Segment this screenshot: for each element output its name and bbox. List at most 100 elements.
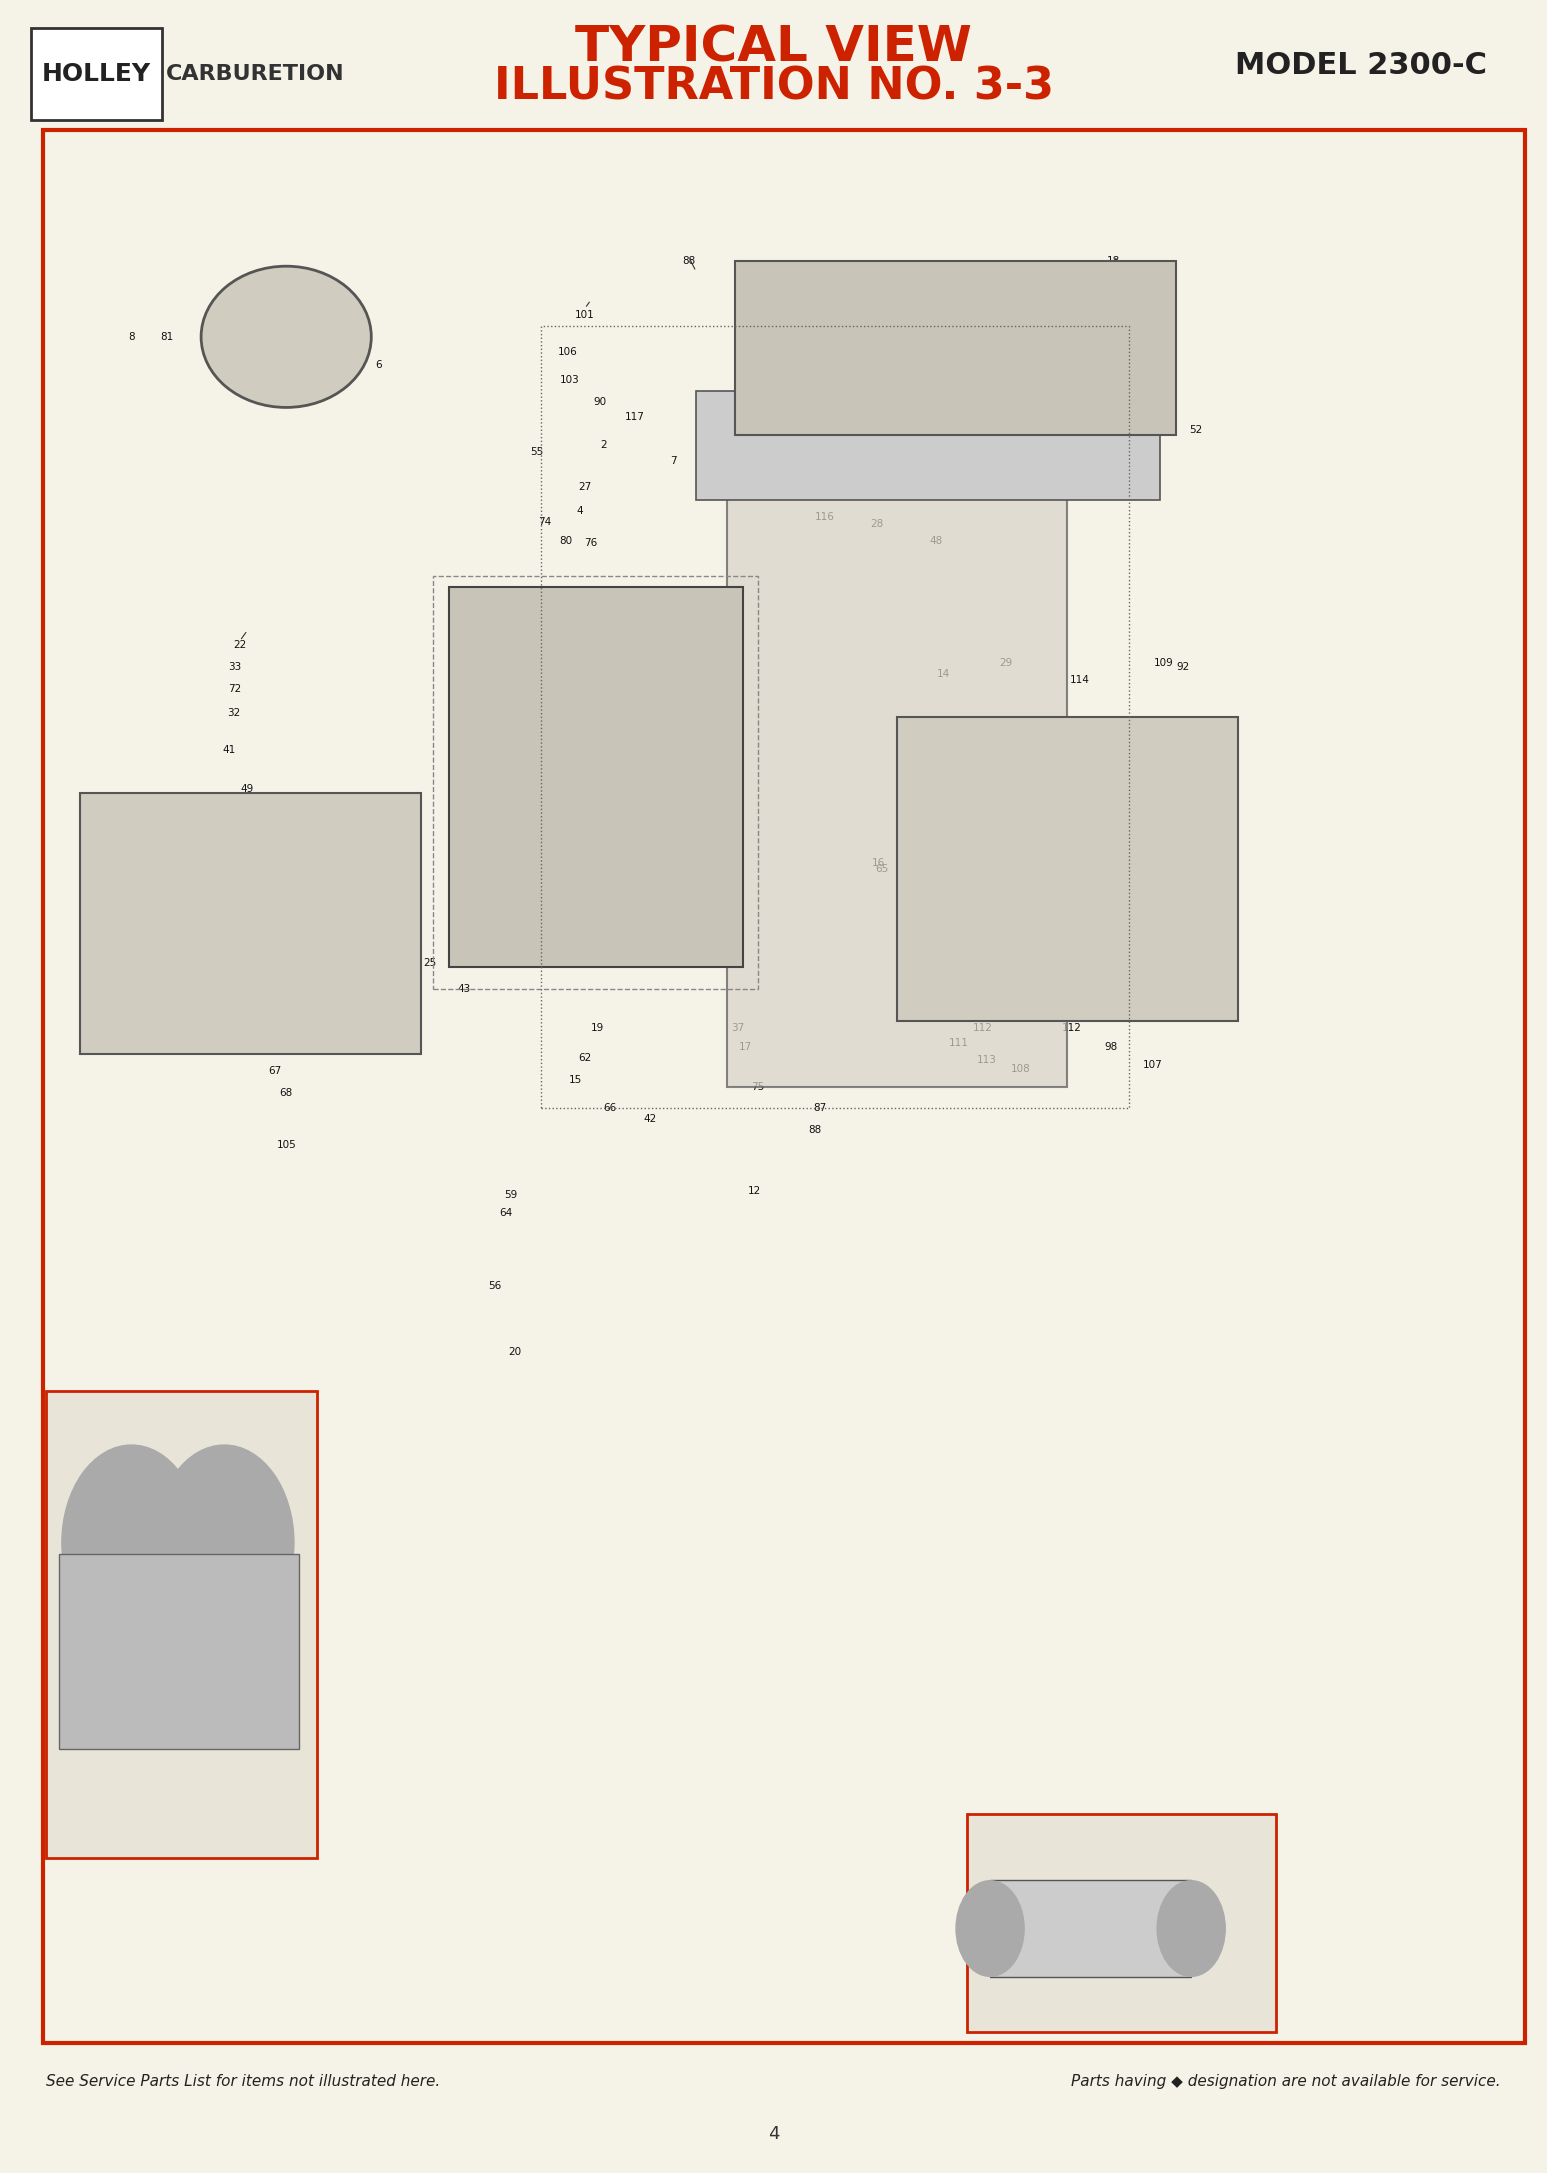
Text: 85: 85 [1131,717,1143,726]
Text: 59: 59 [504,1191,517,1199]
Text: 89: 89 [825,485,837,493]
Text: 2: 2 [600,441,606,450]
Text: 26: 26 [231,1023,243,1032]
Bar [541,326,1129,1108]
Text: 108: 108 [1012,1065,1030,1073]
Text: 105: 105 [277,1141,295,1150]
Text: 70: 70 [303,361,316,369]
Bar [696,391,1160,500]
Text: 44: 44 [1120,296,1132,304]
Text: 19: 19 [591,1023,603,1032]
Text: 111: 111 [950,1039,968,1047]
Text: 93: 93 [1123,409,1135,417]
Text: 110: 110 [1125,869,1143,878]
Text: 72: 72 [229,684,241,693]
Text: 39: 39 [1123,843,1135,852]
Text: 4: 4 [577,506,583,515]
Text: 101: 101 [575,311,594,319]
Text: 88: 88 [809,1126,821,1134]
Text: 86: 86 [365,937,377,945]
Text: 67: 67 [269,1067,282,1076]
Text: 79: 79 [223,332,235,341]
Text: 20: 20 [509,1347,521,1356]
Text: 78: 78 [326,361,339,369]
Text: 32: 32 [227,708,240,717]
Text: 37: 37 [732,1023,744,1032]
Text: 47: 47 [1128,332,1140,341]
Text: 80: 80 [560,537,572,545]
Text: 38: 38 [1134,311,1146,319]
Text: 45: 45 [716,756,729,765]
Text: 92: 92 [1177,663,1190,671]
Text: 49: 49 [241,784,254,793]
Text: 104: 104 [695,604,713,613]
Text: 30: 30 [285,339,297,348]
Text: MODEL 2300-C: MODEL 2300-C [1236,50,1487,80]
Text: 40: 40 [463,761,475,769]
Text: 83: 83 [337,824,350,832]
Text: TYPICAL VIEW: TYPICAL VIEW [575,24,972,72]
Bar [449,587,743,967]
Text: 12: 12 [749,1186,761,1195]
Text: HOLLEY: HOLLEY [42,61,150,87]
Text: 38: 38 [995,887,1007,895]
Text: 95: 95 [1108,989,1120,997]
Text: 58: 58 [679,648,692,656]
Text: 117: 117 [625,413,644,422]
Bar [43,130,1525,2043]
Text: 100: 100 [934,1006,953,1015]
Text: 50: 50 [589,641,602,650]
Circle shape [956,1880,1024,1977]
Text: 51: 51 [1084,267,1097,276]
Ellipse shape [201,267,371,409]
Text: 118: 118 [1038,865,1057,874]
Text: 75: 75 [752,1082,764,1091]
Text: 11: 11 [172,1023,184,1032]
Text: 14: 14 [937,669,950,678]
Text: 60: 60 [636,876,648,884]
Text: 84: 84 [393,958,405,967]
Text: Parts having ◆ designation are not available for service.: Parts having ◆ designation are not avail… [1071,2075,1501,2088]
Text: 116: 116 [815,513,834,522]
Bar [433,576,758,989]
Text: 87: 87 [814,1104,826,1113]
Text: 15: 15 [569,1076,582,1084]
Text: 74: 74 [538,517,551,526]
Text: 114: 114 [1071,676,1089,684]
Text: 103: 103 [560,376,579,385]
Bar [897,717,1238,1021]
Text: 112: 112 [1063,1023,1081,1032]
Bar [727,435,1067,1086]
Bar [990,1880,1191,1977]
Text: 90: 90 [594,398,606,406]
Text: 66: 66 [603,1104,616,1113]
Text: 29: 29 [999,658,1012,667]
Text: 7: 7 [670,456,676,465]
Text: 115: 115 [610,706,628,715]
Text: 31: 31 [907,952,919,960]
Text: 6: 6 [376,361,382,369]
Text: 99: 99 [1030,382,1043,391]
Text: 61: 61 [234,813,246,821]
Text: 25: 25 [424,958,436,967]
Text: 56: 56 [489,1282,501,1291]
Text: 65: 65 [876,865,888,874]
Text: 109: 109 [1154,658,1173,667]
Text: 64: 64 [500,1208,512,1217]
Text: 8: 8 [128,332,135,341]
Text: 76: 76 [585,539,597,548]
Text: 10: 10 [347,804,359,813]
Text: 16: 16 [1146,989,1159,997]
Text: 91: 91 [930,413,942,422]
Circle shape [1157,1880,1225,1977]
Text: 52: 52 [1190,426,1202,435]
Text: 39: 39 [489,648,501,656]
Text: 13: 13 [257,398,269,406]
Text: 63: 63 [1023,891,1035,900]
Bar [46,1391,317,1858]
Text: 68: 68 [326,937,339,945]
Text: 68: 68 [280,1089,292,1097]
Text: 23: 23 [105,893,118,902]
Text: 88: 88 [682,256,695,265]
Text: 62: 62 [579,1054,591,1063]
